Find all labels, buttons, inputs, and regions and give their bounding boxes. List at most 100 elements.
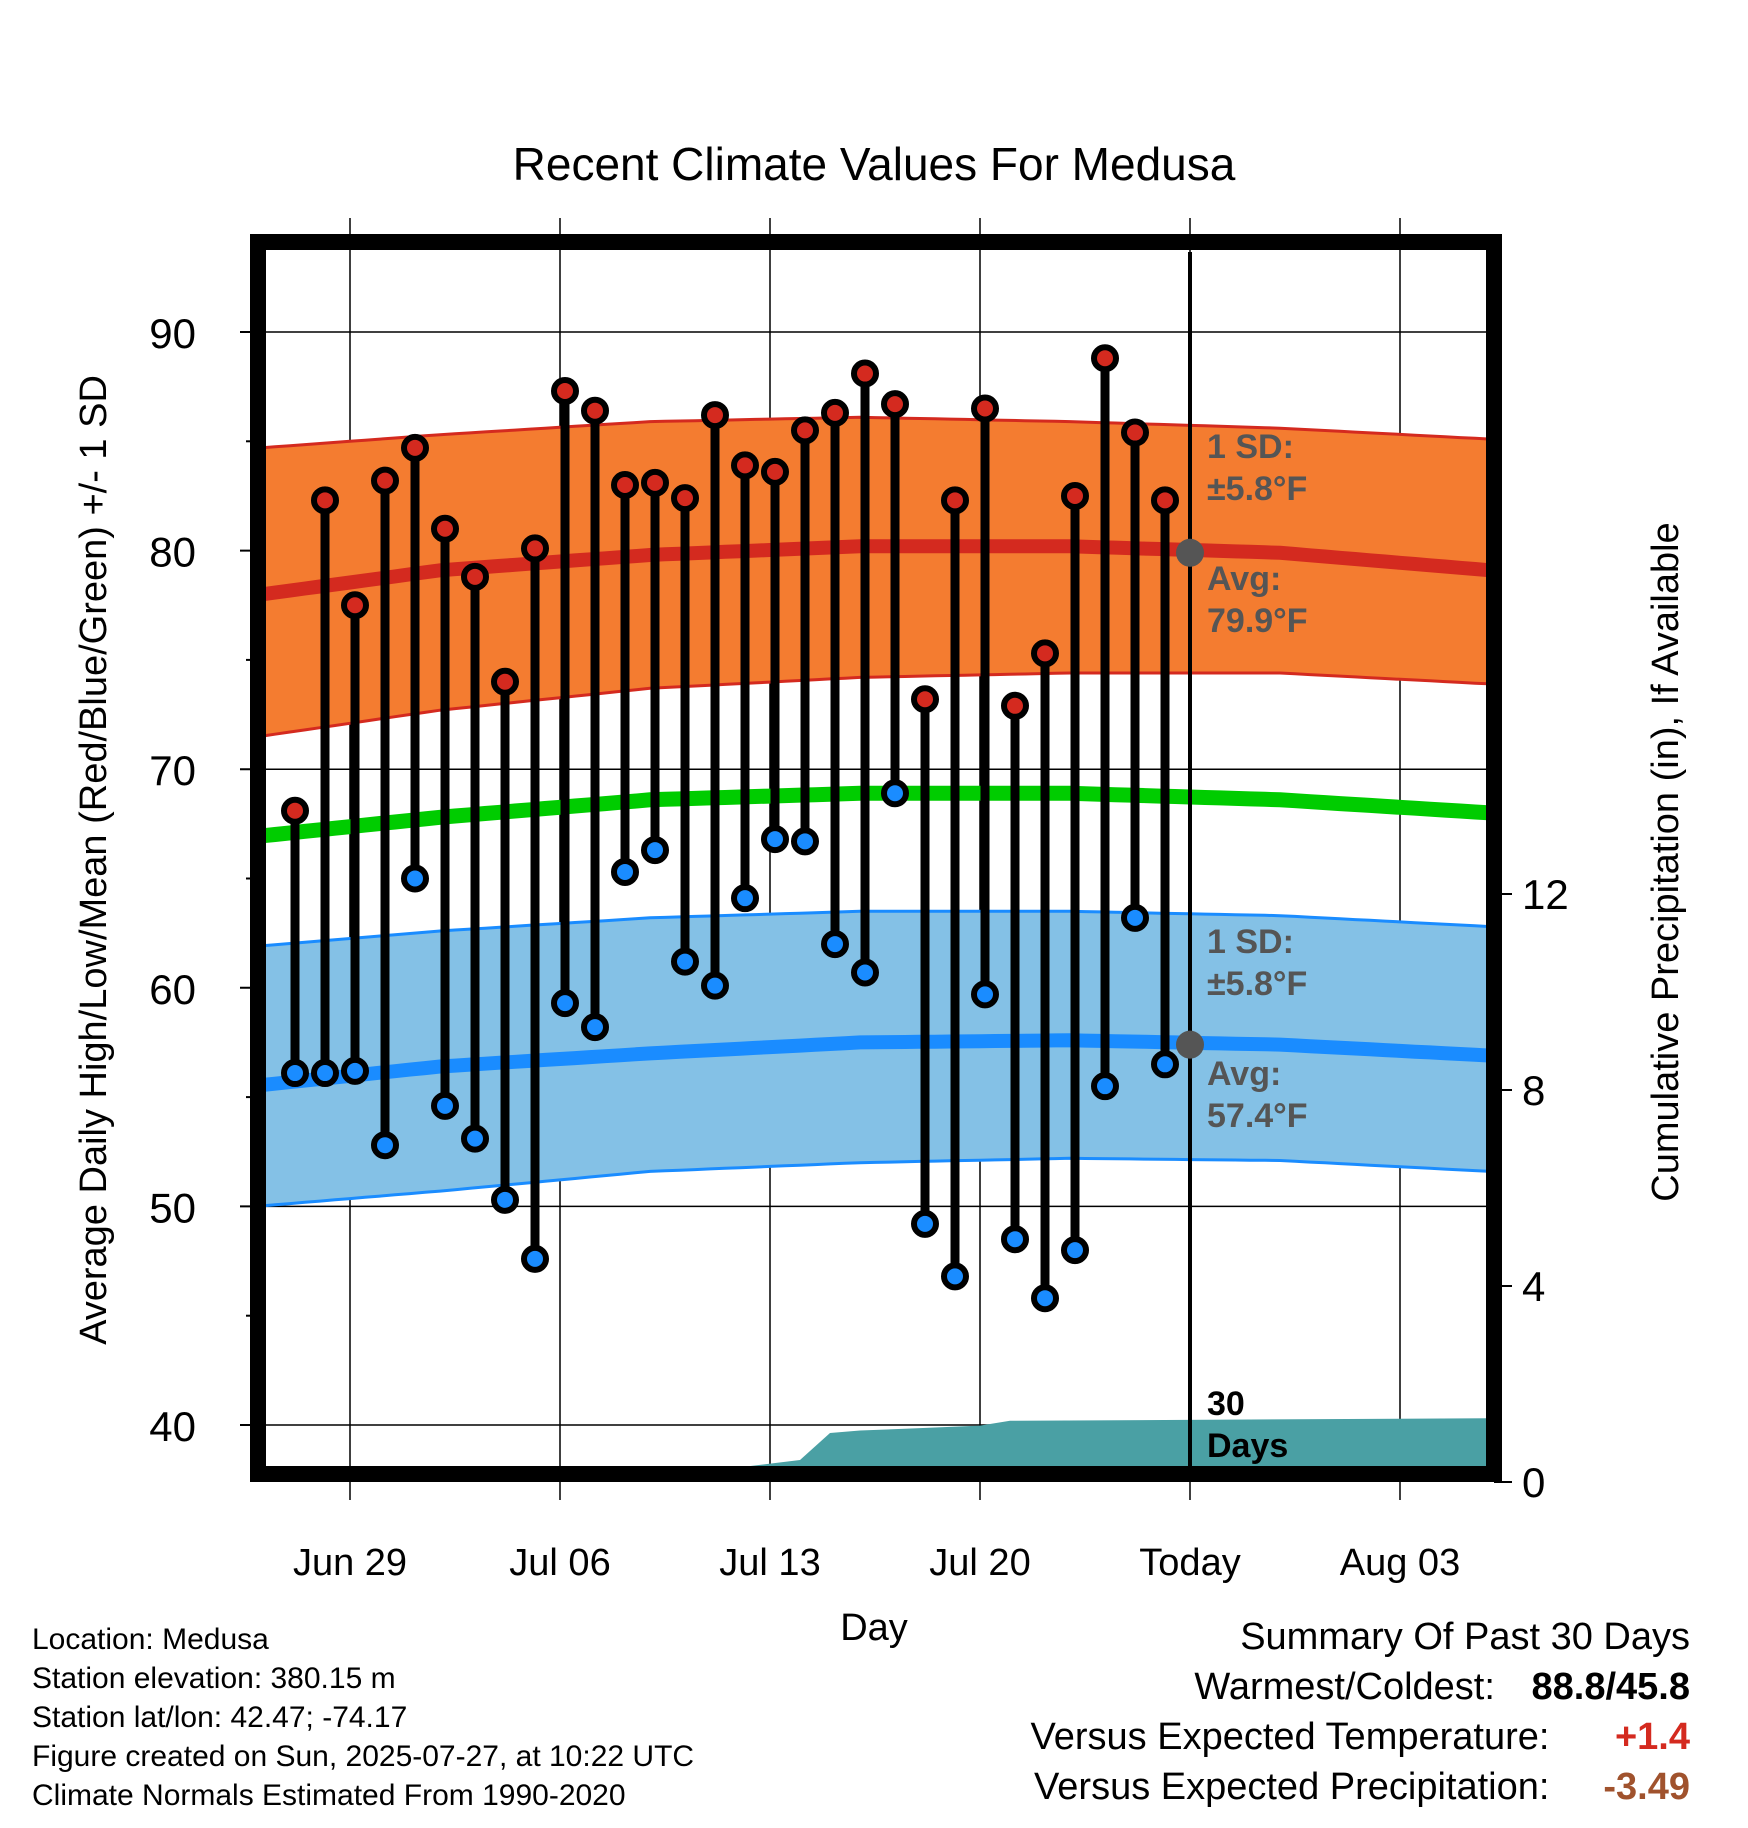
daily-high-point-15 — [731, 451, 759, 480]
avg-high-label: Avg: — [1207, 560, 1281, 598]
daily-high-point-2 — [341, 591, 369, 620]
daily-low-point-13 — [671, 947, 699, 976]
daily-high-point-21 — [911, 685, 939, 714]
daily-high-point-14 — [701, 401, 729, 430]
daily-high-point-26 — [1061, 481, 1089, 510]
annotations: 1 SD: ±5.8°F Avg: 79.9°F 1 SD: ±5.8°F Avg: 57.4… — [1176, 428, 1308, 1465]
daily-low-point-20 — [881, 779, 909, 808]
normal-mean-line — [264, 785, 1488, 844]
daily-low-point-21 — [911, 1209, 939, 1238]
y-tick-label-40: 40 — [149, 1403, 196, 1450]
temp-label: Versus Expected Temperature: — [1030, 1716, 1550, 1758]
normals-text: Climate Normals Estimated From 1990-2020 — [32, 1779, 626, 1812]
daily-high-point-16 — [761, 457, 789, 486]
daily-low-point-9 — [551, 989, 579, 1018]
summary-precip: Versus Expected Precipitation: -3.49 — [1031, 1762, 1690, 1812]
daily-low-point-18 — [821, 930, 849, 959]
plot-frame — [250, 234, 1502, 1482]
x-tick-label-0: Jun 29 — [293, 1542, 407, 1584]
daily-low-point-6 — [461, 1124, 489, 1153]
avg-high-value: 79.9°F — [1207, 602, 1308, 640]
temp-value: +1.4 — [1614, 1716, 1690, 1758]
x-tick-label-4: Today — [1139, 1542, 1240, 1584]
today-normal-high-dot — [1176, 538, 1204, 567]
daily-low-point-0 — [281, 1059, 309, 1088]
location-text: Location: Medusa — [32, 1623, 269, 1656]
created-text: Figure created on Sun, 2025-07-27, at 10… — [32, 1740, 695, 1773]
daily-low-point-24 — [1001, 1225, 1029, 1254]
daily-low-point-26 — [1061, 1236, 1089, 1265]
daily-low-point-11 — [611, 857, 639, 886]
daily-high-point-27 — [1091, 344, 1119, 373]
window-label-unit: Days — [1207, 1427, 1288, 1465]
daily-low-point-3 — [371, 1131, 399, 1160]
elevation-text: Station elevation: 380.15 m — [32, 1662, 396, 1695]
summary-panel: Summary Of Past 30 Days Warmest/Coldest:… — [1031, 1612, 1690, 1812]
daily-high-point-19 — [851, 359, 879, 388]
daily-low-point-7 — [491, 1185, 519, 1214]
daily-low-point-2 — [341, 1056, 369, 1085]
y2-tick-label-4: 4 — [1522, 1263, 1545, 1310]
latlon-text: Station lat/lon: 42.47; -74.17 — [32, 1701, 408, 1734]
summary-title: Summary Of Past 30 Days — [1240, 1616, 1690, 1658]
daily-high-point-28 — [1121, 418, 1149, 447]
chart-title: Recent Climate Values For Medusa — [513, 138, 1236, 190]
daily-high-point-3 — [371, 466, 399, 495]
y2-axis-label: Cumulative Precipitation (in), If Availa… — [1645, 522, 1687, 1201]
daily-high-point-7 — [491, 667, 519, 696]
daily-high-point-22 — [941, 486, 969, 515]
daily-low-point-27 — [1091, 1072, 1119, 1101]
low-sd-band — [264, 909, 1488, 1208]
y2-tick-label-0: 0 — [1522, 1459, 1545, 1506]
daily-high-point-25 — [1031, 639, 1059, 668]
normal-high-line — [264, 539, 1488, 602]
station-info: Location: Medusa Station elevation: 380.… — [32, 1620, 694, 1815]
daily-high-point-17 — [791, 416, 819, 445]
normal-low-line — [264, 1033, 1488, 1092]
warm-cold-label: Warmest/Coldest: — [1194, 1666, 1495, 1708]
daily-low-point-17 — [791, 827, 819, 856]
daily-low-point-15 — [731, 884, 759, 913]
warmest-value: 88.8 — [1531, 1666, 1606, 1708]
daily-high-point-6 — [461, 562, 489, 591]
y-tick-label-70: 70 — [149, 747, 196, 794]
x-tick-label-5: Aug 03 — [1340, 1542, 1460, 1584]
summary-warm-cold: Warmest/Coldest: 88.8/45.8 — [1031, 1662, 1690, 1712]
plot-area — [264, 252, 1488, 1468]
warm-cold-separator: / — [1605, 1666, 1617, 1708]
y2-tick-label-12: 12 — [1522, 871, 1569, 918]
x-tick-label-1: Jul 06 — [509, 1542, 610, 1584]
daily-high-point-0 — [281, 796, 309, 825]
daily-low-point-29 — [1151, 1050, 1179, 1079]
daily-low-point-10 — [581, 1013, 609, 1042]
y-axis-label: Average Daily High/Low/Mean (Red/Blue/Gr… — [73, 375, 115, 1345]
daily-low-point-1 — [311, 1059, 339, 1088]
sd-high-label: 1 SD: — [1207, 428, 1294, 466]
daily-high-point-24 — [1001, 691, 1029, 720]
daily-low-point-22 — [941, 1262, 969, 1291]
sd-low-label: 1 SD: — [1207, 923, 1294, 961]
sd-low-value: ±5.8°F — [1207, 965, 1307, 1003]
daily-high-point-23 — [971, 394, 999, 423]
daily-high-point-13 — [671, 484, 699, 513]
today-normal-low-dot — [1176, 1030, 1204, 1059]
axes: 40 50 60 70 80 90 0 4 8 12 Jun 29 Jul 06 Jul 13 Jul 2… — [73, 310, 1687, 1649]
daily-low-point-12 — [641, 836, 669, 865]
grid-lines — [250, 218, 1500, 1500]
daily-low-point-16 — [761, 825, 789, 854]
daily-high-point-5 — [431, 514, 459, 543]
window-label-number: 30 — [1207, 1385, 1245, 1423]
precip-value: -3.49 — [1603, 1766, 1690, 1808]
daily-high-point-8 — [521, 534, 549, 563]
daily-low-point-8 — [521, 1244, 549, 1273]
daily-low-point-14 — [701, 971, 729, 1000]
y-tick-label-80: 80 — [149, 529, 196, 576]
summary-temp: Versus Expected Temperature: +1.4 — [1031, 1712, 1690, 1762]
daily-low-point-25 — [1031, 1284, 1059, 1313]
daily-high-point-11 — [611, 471, 639, 500]
x-tick-label-3: Jul 20 — [929, 1542, 1030, 1584]
daily-low-point-19 — [851, 958, 879, 987]
daily-low-point-28 — [1121, 903, 1149, 932]
coldest-value: 45.8 — [1616, 1666, 1690, 1708]
